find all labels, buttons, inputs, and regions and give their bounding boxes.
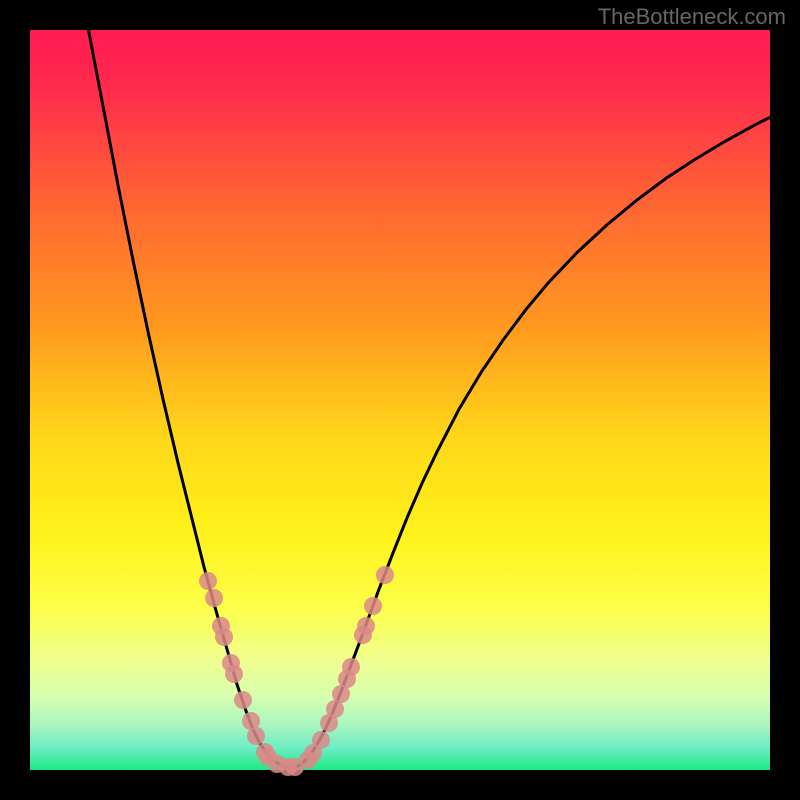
data-marker	[215, 628, 233, 646]
data-marker	[225, 665, 243, 683]
data-marker	[326, 700, 344, 718]
data-marker	[234, 691, 252, 709]
data-marker	[357, 617, 375, 635]
chart-container: TheBottleneck.com	[0, 0, 800, 800]
data-marker	[364, 597, 382, 615]
watermark-text: TheBottleneck.com	[598, 4, 786, 30]
data-marker	[312, 731, 330, 749]
data-marker	[205, 589, 223, 607]
data-marker	[342, 658, 360, 676]
data-marker	[199, 572, 217, 590]
data-marker	[247, 727, 265, 745]
data-marker	[376, 566, 394, 584]
curve-svg	[0, 0, 800, 800]
bottleneck-curve	[88, 30, 770, 769]
